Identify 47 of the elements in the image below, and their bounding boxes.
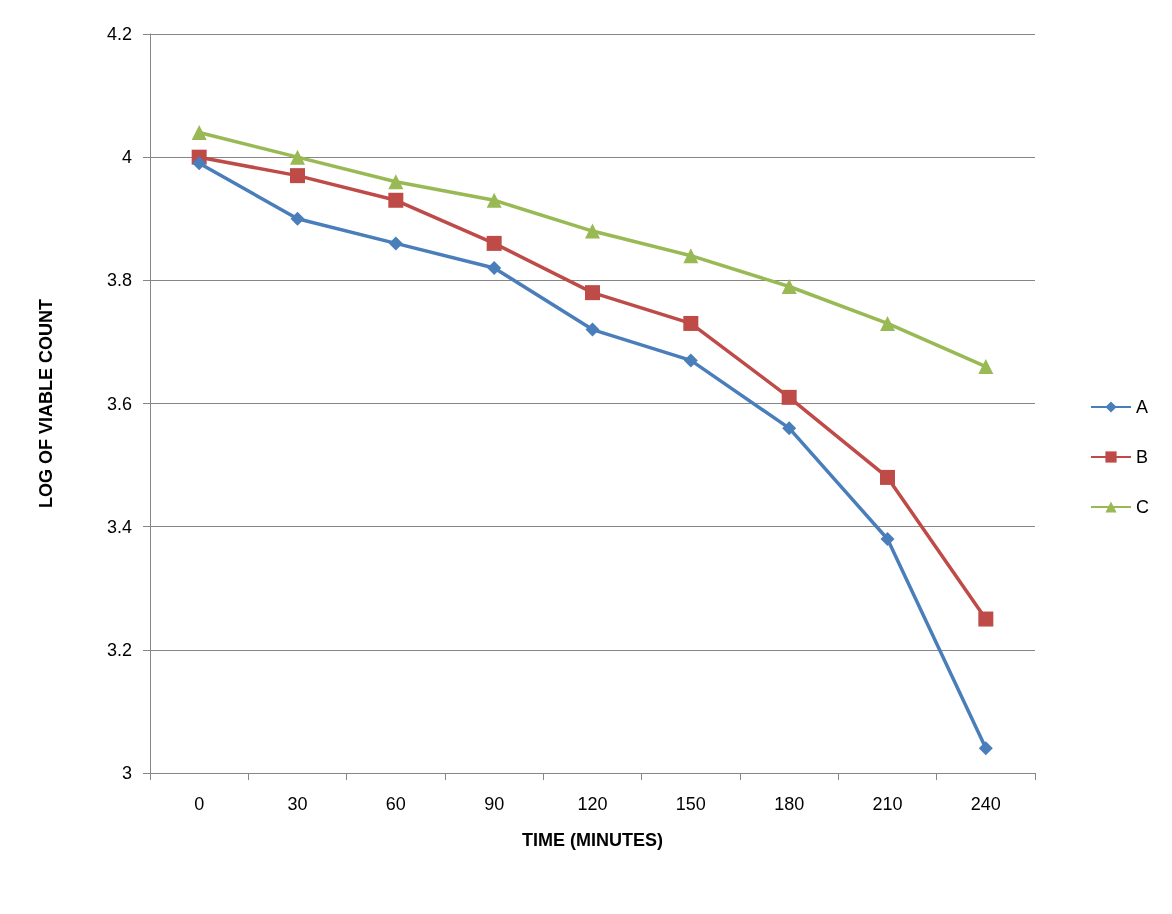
y-tick-label: 3.8 <box>106 270 132 291</box>
y-axis-title: LOG OF VIABLE COUNT <box>36 299 56 508</box>
point <box>683 248 699 264</box>
x-axis-title: TIME (MINUTES) <box>522 830 663 850</box>
point <box>585 285 600 301</box>
x-tick-label: 180 <box>774 794 805 814</box>
x-tick-label: 0 <box>194 794 205 814</box>
x-tick-label: 60 <box>385 794 406 814</box>
point <box>978 741 993 756</box>
x-tick-label: 240 <box>970 794 1001 814</box>
point <box>880 315 895 331</box>
legend-label: B <box>1136 447 1149 467</box>
point <box>290 211 305 226</box>
y-tick-label: 3.4 <box>106 516 132 537</box>
point <box>683 353 698 368</box>
point <box>585 322 600 337</box>
point <box>978 359 994 375</box>
x-tick-label: 150 <box>675 794 706 814</box>
y-tick-label: 4.2 <box>106 24 132 44</box>
y-tick-label: 3.2 <box>106 639 132 660</box>
legend-label: A <box>1136 397 1149 417</box>
point <box>781 389 797 405</box>
point <box>487 261 502 276</box>
point <box>978 611 994 627</box>
point <box>388 192 404 208</box>
x-tick-label: 30 <box>287 794 308 814</box>
point <box>486 192 502 208</box>
point <box>880 531 895 546</box>
y-tick-label: 4 <box>121 147 132 168</box>
point <box>191 125 207 141</box>
point <box>192 156 207 171</box>
legend-label: C <box>1136 497 1149 517</box>
point <box>388 236 403 251</box>
x-tick-label: 210 <box>872 794 903 814</box>
point <box>486 235 502 251</box>
point <box>290 149 305 165</box>
y-tick-label: 3 <box>121 763 132 783</box>
y-tick-label: 3.6 <box>106 393 132 414</box>
point <box>585 223 600 239</box>
point <box>683 315 699 331</box>
point <box>880 469 895 485</box>
x-tick-label: 120 <box>577 794 608 814</box>
point <box>782 421 797 436</box>
x-tick-label: 90 <box>484 794 505 814</box>
point <box>781 278 797 294</box>
point <box>290 168 305 184</box>
point <box>388 174 404 190</box>
